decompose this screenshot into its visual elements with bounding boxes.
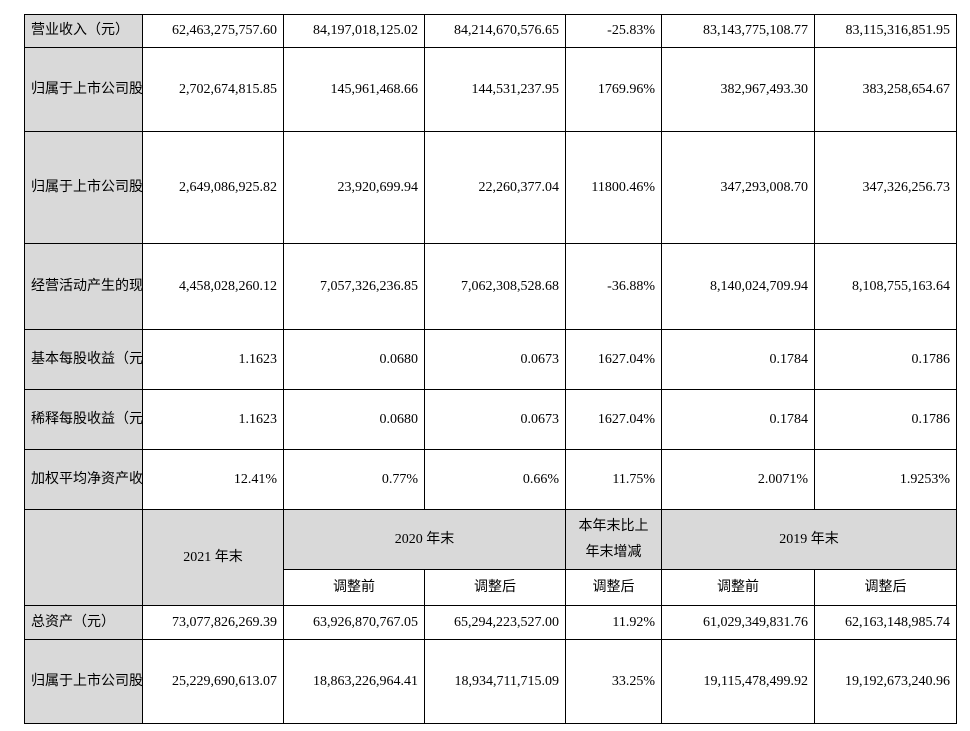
value-2020-after: 65,294,223,527.00 (424, 605, 566, 640)
value-2020-before: 7,057,326,236.85 (283, 243, 425, 330)
row-label: 归属于上市公司股东的净资产（元） (24, 639, 143, 724)
value-2020-before: 0.0680 (283, 389, 425, 450)
value-2019-after: 0.1786 (814, 389, 957, 450)
subheader-change-after: 调整后 (565, 569, 662, 606)
value-2019-after: 62,163,148,985.74 (814, 605, 957, 640)
header-2021: 2021 年末 (142, 509, 284, 606)
value-2019-before: 0.1784 (661, 389, 815, 450)
table-row: 营业收入（元） 62,463,275,757.60 84,197,018,125… (24, 14, 957, 48)
value-2021: 12.41% (142, 449, 284, 510)
value-change: 11.75% (565, 449, 662, 510)
table-row: 经营活动产生的现金流量净额（元） 4,458,028,260.12 7,057,… (24, 243, 957, 330)
value-2021: 1.1623 (142, 329, 284, 390)
table-subheader-row: 调整前 调整后 调整后 调整前 调整后 (25, 569, 957, 606)
value-2020-before: 0.0680 (283, 329, 425, 390)
value-change: -25.83% (565, 14, 662, 48)
value-2021: 25,229,690,613.07 (142, 639, 284, 724)
subheader-2020-before: 调整前 (283, 569, 425, 606)
table-row: 总资产（元） 73,077,826,269.39 63,926,870,767.… (24, 605, 957, 640)
value-2021: 73,077,826,269.39 (142, 605, 284, 640)
subheader-2019-before: 调整前 (661, 569, 815, 606)
value-2019-after: 8,108,755,163.64 (814, 243, 957, 330)
value-2019-before: 0.1784 (661, 329, 815, 390)
value-2021: 4,458,028,260.12 (142, 243, 284, 330)
subheader-2020-after: 调整后 (424, 569, 566, 606)
value-2019-before: 347,293,008.70 (661, 131, 815, 244)
value-2019-before: 8,140,024,709.94 (661, 243, 815, 330)
table-row: 归属于上市公司股东的净资产（元） 25,229,690,613.07 18,86… (24, 639, 957, 724)
table-row: 基本每股收益（元/股） 1.1623 0.0680 0.0673 1627.04… (24, 329, 957, 390)
value-change: 33.25% (565, 639, 662, 724)
table-row: 稀释每股收益（元/股） 1.1623 0.0680 0.0673 1627.04… (24, 389, 957, 450)
value-2019-after: 83,115,316,851.95 (814, 14, 957, 48)
value-2020-after: 0.66% (424, 449, 566, 510)
value-2020-before: 0.77% (283, 449, 425, 510)
financial-data-table: 营业收入（元） 62,463,275,757.60 84,197,018,125… (24, 14, 957, 724)
value-change: 1627.04% (565, 389, 662, 450)
row-label: 归属于上市公司股东的净利润（元） (24, 47, 143, 132)
value-2020-before: 84,197,018,125.02 (283, 14, 425, 48)
header-2019: 2019 年末 (661, 509, 957, 570)
value-2020-after: 84,214,670,576.65 (424, 14, 566, 48)
value-2019-before: 382,967,493.30 (661, 47, 815, 132)
value-2019-after: 383,258,654.67 (814, 47, 957, 132)
value-2020-before: 18,863,226,964.41 (283, 639, 425, 724)
value-2019-before: 83,143,775,108.77 (661, 14, 815, 48)
value-2020-before: 145,961,468.66 (283, 47, 425, 132)
row-label: 加权平均净资产收益率 (24, 449, 143, 510)
value-2019-before: 2.0071% (661, 449, 815, 510)
header-2020: 2020 年末 (283, 509, 566, 570)
value-2020-after: 7,062,308,528.68 (424, 243, 566, 330)
value-2020-after: 18,934,711,715.09 (424, 639, 566, 724)
row-label: 营业收入（元） (24, 14, 143, 48)
value-2021: 2,702,674,815.85 (142, 47, 284, 132)
value-2019-after: 347,326,256.73 (814, 131, 957, 244)
table-row: 加权平均净资产收益率 12.41% 0.77% 0.66% 11.75% 2.0… (24, 449, 957, 510)
value-2020-before: 63,926,870,767.05 (283, 605, 425, 640)
value-2020-before: 23,920,699.94 (283, 131, 425, 244)
row-label: 总资产（元） (24, 605, 143, 640)
row-label: 归属于上市公司股东的扣除非经常性损益的净利润（元） (24, 131, 143, 244)
value-2019-after: 1.9253% (814, 449, 957, 510)
value-2021: 62,463,275,757.60 (142, 14, 284, 48)
value-2020-after: 0.0673 (424, 329, 566, 390)
value-change: 11.92% (565, 605, 662, 640)
header-change: 本年末比上年末增减 (565, 509, 662, 570)
table-row: 归属于上市公司股东的扣除非经常性损益的净利润（元） 2,649,086,925.… (24, 131, 957, 244)
table-row: 归属于上市公司股东的净利润（元） 2,702,674,815.85 145,96… (24, 47, 957, 132)
row-label: 稀释每股收益（元/股） (24, 389, 143, 450)
row-label: 经营活动产生的现金流量净额（元） (24, 243, 143, 330)
value-2020-after: 0.0673 (424, 389, 566, 450)
value-2019-before: 19,115,478,499.92 (661, 639, 815, 724)
subheader-2019-after: 调整后 (814, 569, 957, 606)
value-2021: 2,649,086,925.82 (142, 131, 284, 244)
value-2019-after: 0.1786 (814, 329, 957, 390)
value-change: 11800.46% (565, 131, 662, 244)
header-blank-cell (24, 509, 143, 606)
value-2020-after: 22,260,377.04 (424, 131, 566, 244)
value-2021: 1.1623 (142, 389, 284, 450)
table-header-row: 2021 年末 2020 年末 本年末比上年末增减 2019 年末 (24, 509, 957, 606)
value-change: 1769.96% (565, 47, 662, 132)
value-2019-after: 19,192,673,240.96 (814, 639, 957, 724)
value-change: -36.88% (565, 243, 662, 330)
value-2019-before: 61,029,349,831.76 (661, 605, 815, 640)
row-label: 基本每股收益（元/股） (24, 329, 143, 390)
value-2020-after: 144,531,237.95 (424, 47, 566, 132)
value-change: 1627.04% (565, 329, 662, 390)
